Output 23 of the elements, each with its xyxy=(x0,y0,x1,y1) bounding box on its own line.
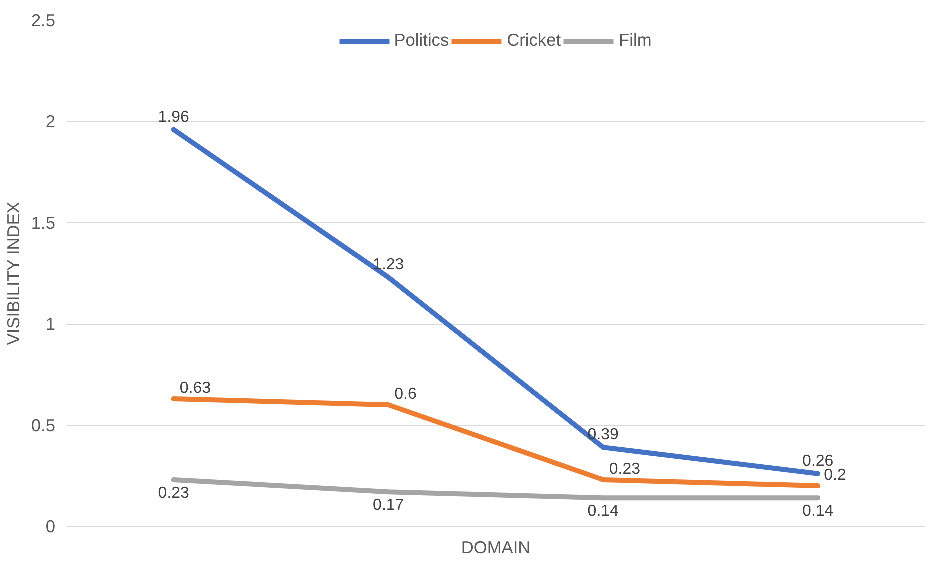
data-label: 0.6 xyxy=(394,386,417,404)
legend-label: Politics xyxy=(394,30,450,51)
data-label: 0.23 xyxy=(158,484,190,502)
data-label: 0.23 xyxy=(609,460,641,478)
y-tick-label: 2.5 xyxy=(31,10,56,30)
y-tick-label: 1 xyxy=(46,314,56,334)
data-label: 0.26 xyxy=(802,452,834,470)
data-label: 0.2 xyxy=(824,467,846,484)
legend-label: Film xyxy=(619,30,652,51)
y-tick-label: 2 xyxy=(46,112,56,132)
x-axis-title: DOMAIN xyxy=(461,538,531,558)
legend-label: Cricket xyxy=(507,30,562,51)
data-label: 1.96 xyxy=(158,108,190,126)
y-tick-label: 1.5 xyxy=(31,212,56,233)
data-label: 0.14 xyxy=(802,503,834,520)
y-tick-label: 0.5 xyxy=(31,415,56,436)
data-label: 0.14 xyxy=(588,503,620,520)
y-tick-label: 0 xyxy=(46,516,56,536)
data-label: 1.23 xyxy=(373,256,404,274)
data-label: 0.17 xyxy=(373,497,404,514)
y-axis-title: VISIBILITY INDEX xyxy=(3,202,24,346)
data-label: 0.39 xyxy=(588,426,620,444)
data-label: 0.63 xyxy=(180,380,212,397)
